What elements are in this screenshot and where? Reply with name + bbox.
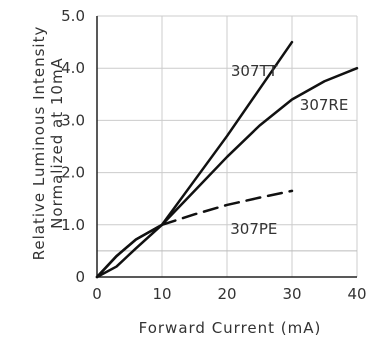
- x-tick-label: 10: [152, 285, 171, 303]
- axes: [96, 16, 357, 278]
- series-label-307TT: 307TT: [231, 62, 279, 80]
- series-label-307PE: 307PE: [230, 220, 277, 238]
- series-labels: 307TT 307RE 307PE: [230, 62, 348, 238]
- y-tick-label: 5.0: [61, 7, 85, 25]
- y-tick-label: 2.0: [61, 164, 85, 182]
- y-tick-label: 1.0: [61, 216, 85, 234]
- x-tick-label: 20: [217, 285, 236, 303]
- series-line-307PE-dashed: [160, 189, 294, 227]
- grid-lines: [97, 15, 358, 277]
- y-tick-label: 3.0: [61, 111, 85, 129]
- x-tick-labels: 0 10 20 30 40: [92, 285, 366, 303]
- series-line-307RE: [95, 66, 359, 279]
- x-tick-label: 40: [347, 285, 366, 303]
- y-tick-labels: 0 1.0 2.0 3.0 4.0 5.0: [61, 7, 85, 286]
- x-axis-title: Forward Current (mA): [139, 319, 322, 337]
- x-tick-label: 0: [92, 285, 102, 303]
- x-tick-label: 30: [282, 285, 301, 303]
- y-tick-label: 0: [75, 268, 85, 286]
- series-line-307PE-solid: [95, 223, 164, 279]
- y-axis-title-line1: Relative Luminous Intensity: [30, 26, 48, 261]
- y-axis-title-line2: Normalized at 10mA: [48, 57, 66, 229]
- series-lines: [95, 40, 359, 279]
- y-tick-label: 4.0: [61, 59, 85, 77]
- series-label-307RE: 307RE: [300, 96, 349, 114]
